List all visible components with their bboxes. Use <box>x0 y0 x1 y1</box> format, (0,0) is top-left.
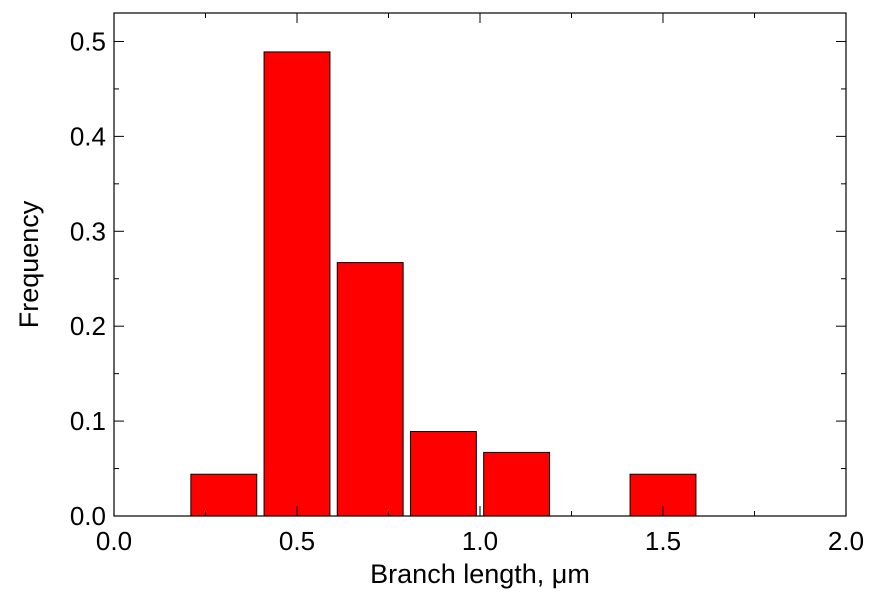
x-axis-title: Branch length, μm <box>370 559 590 589</box>
ticks-group <box>113 13 847 517</box>
y-tick-label: 0.2 <box>70 311 106 341</box>
bar-1 <box>263 51 331 517</box>
y-tick-label: 0.5 <box>70 26 106 56</box>
x-tick-label: 0.5 <box>279 526 315 556</box>
y-tick-label: 0.4 <box>70 121 106 151</box>
bar-2 <box>336 262 404 517</box>
plot-frame <box>113 12 847 517</box>
bars-group <box>190 51 697 517</box>
bar-3 <box>409 431 477 517</box>
y-tick-label: 0.1 <box>70 406 106 436</box>
y-tick-label: 0.0 <box>70 501 106 531</box>
x-tick-label: 0.0 <box>96 526 132 556</box>
bar-4 <box>483 451 551 517</box>
y-tick-label: 0.3 <box>70 216 106 246</box>
x-tick-label: 1.0 <box>462 526 498 556</box>
x-tick-label: 1.5 <box>645 526 681 556</box>
y-axis-title: Frequency <box>14 200 44 328</box>
bar-0 <box>190 473 258 517</box>
x-tick-label: 2.0 <box>828 526 864 556</box>
tick-labels-group: 0.0 0.5 1.0 1.5 2.0 0.0 0.1 0.2 0.3 0.4 0.5 <box>70 26 864 556</box>
